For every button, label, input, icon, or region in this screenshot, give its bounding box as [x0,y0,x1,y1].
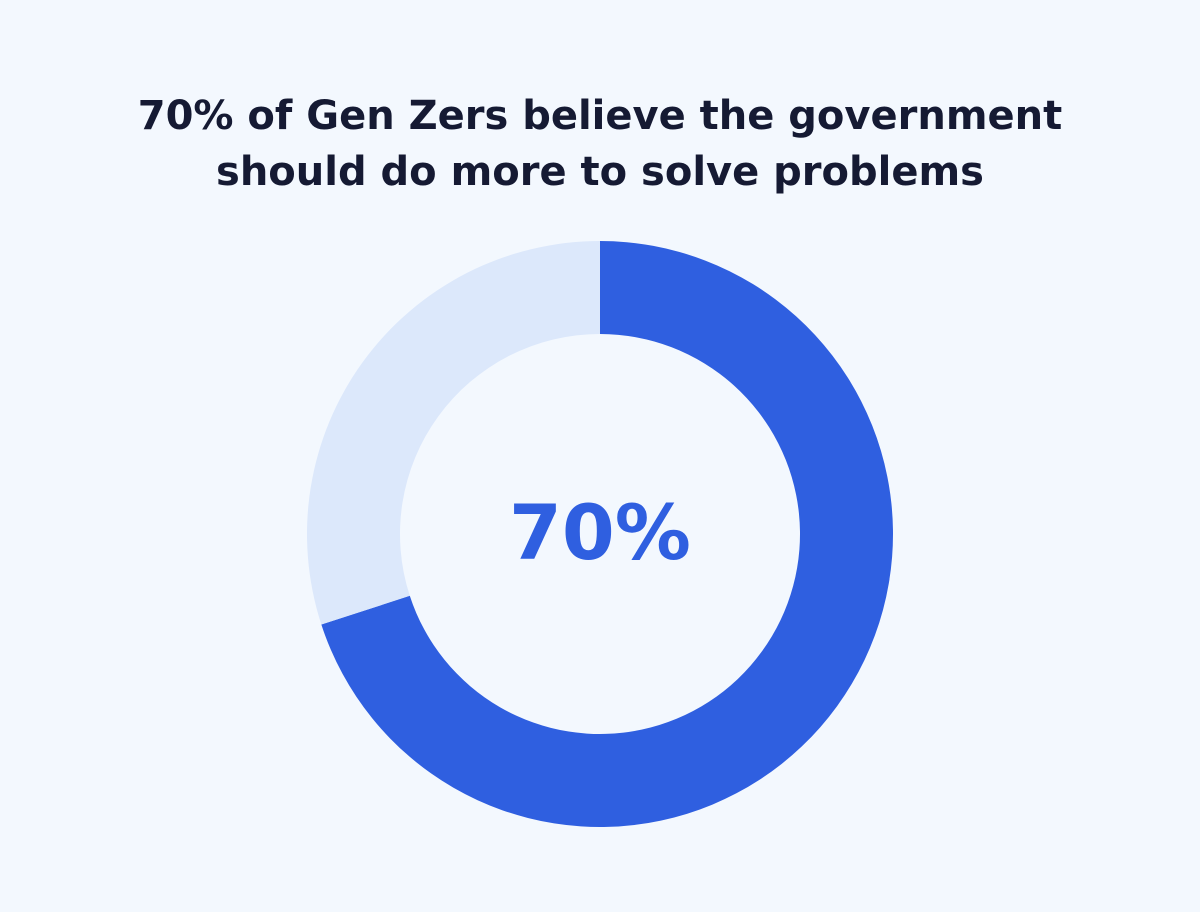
chart-title: 70% of Gen Zers believe the government s… [137,93,1063,195]
donut-slice [321,241,893,827]
donut-slice [306,240,600,625]
center-label: 70% [509,488,691,577]
